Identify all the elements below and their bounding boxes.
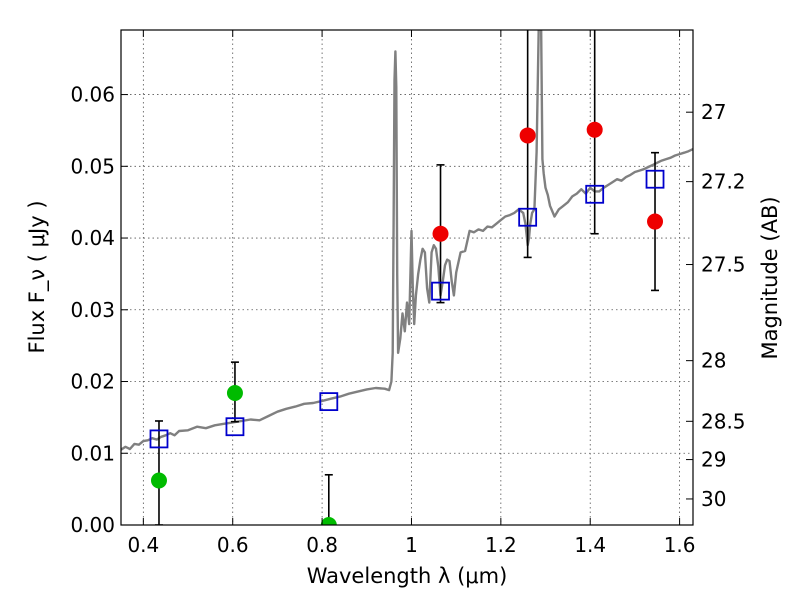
y-tick-label: 0.05: [70, 154, 115, 178]
optical-data-point: [226, 385, 243, 401]
magnitude-tick-label: 28.5: [701, 409, 746, 433]
model-photometry-point: [319, 392, 339, 412]
x-tick-label: 0.4: [127, 533, 159, 557]
optical-data-point: [150, 472, 167, 489]
model-photometry-point: [431, 281, 450, 301]
x-tick-label: 1.4: [574, 533, 606, 557]
y-tick-label: 0.06: [70, 83, 115, 107]
y-axis-title: Flux F_ν ( μJy ): [25, 200, 50, 353]
magnitude-tick-label: 27: [701, 100, 726, 124]
grid-lines: [121, 30, 693, 526]
magnitude-tick-label: 27.2: [701, 170, 746, 194]
x-tick-label: 0.6: [217, 533, 249, 557]
model-photometry-point: [149, 429, 169, 449]
model-photometry-point: [225, 417, 245, 437]
optical-data-point: [320, 517, 337, 525]
magnitude-tick-label: 28: [701, 349, 726, 373]
errorbars-layer: [154, 30, 660, 525]
nir-data-point: [586, 121, 603, 138]
magnitude-tick-label: 30: [701, 487, 726, 511]
x-axis-ticks: 0.4 0.6 0.8 1 1.2 1.4 1.6: [127, 30, 696, 557]
magnitude-tick-label: 29: [701, 448, 726, 472]
x-tick-label: 1.2: [485, 533, 517, 557]
x-tick-label: 1.6: [664, 533, 696, 557]
markers-layer: [149, 121, 665, 525]
y-tick-label: 0.04: [70, 226, 115, 250]
nir-data-point: [432, 225, 449, 242]
nir-data-point: [519, 127, 536, 144]
magnitude-tick-label: 27.5: [701, 253, 746, 277]
x-tick-label: 1: [405, 533, 418, 557]
x-tick-label: 0.8: [306, 533, 338, 557]
magnitude-axis-title: Magnitude (AB): [758, 196, 782, 359]
y-axis-ticks: 0.00 0.01 0.02 0.03 0.04 0.05 0.06: [70, 83, 128, 537]
x-axis-title: Wavelength λ (μm): [307, 564, 508, 588]
plot-frame: [120, 29, 694, 526]
y-tick-label: 0.00: [70, 513, 115, 537]
nir-data-point: [647, 213, 664, 230]
y-tick-label: 0.03: [70, 298, 115, 322]
y-tick-label: 0.01: [70, 441, 115, 465]
model-photometry-point: [645, 169, 665, 189]
y-tick-label: 0.02: [70, 370, 115, 394]
model-photometry-point: [585, 184, 605, 204]
magnitude-axis-ticks: 27 27.2 27.5 28 28.5 29 30: [686, 100, 746, 511]
model-photometry-point: [518, 207, 538, 227]
